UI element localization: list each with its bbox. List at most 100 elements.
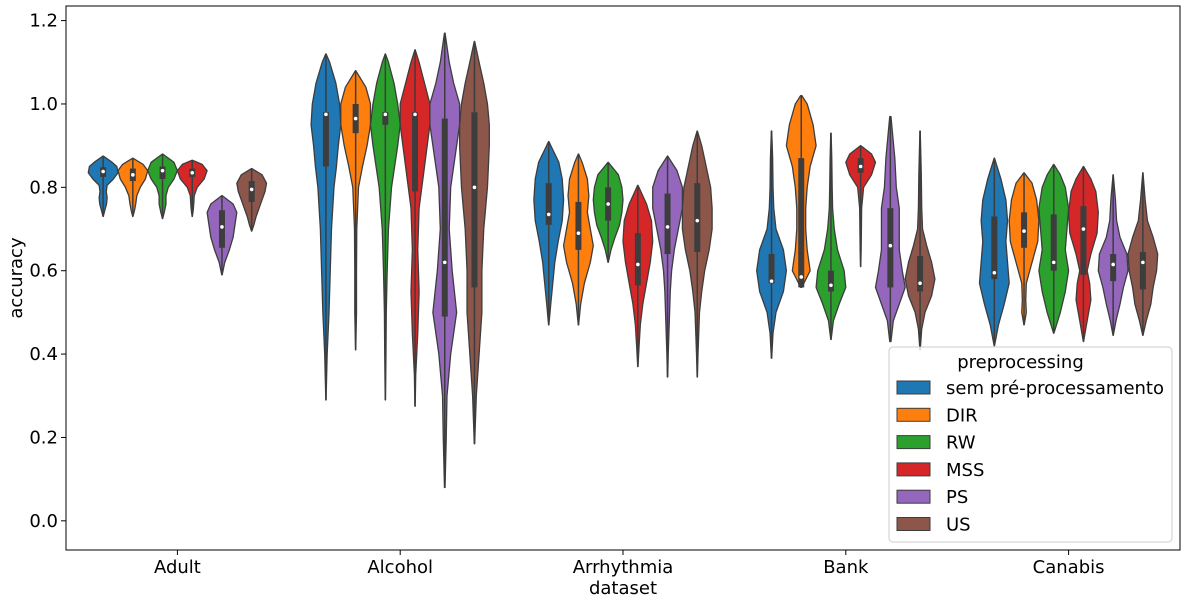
violin-canabis-3 [1067, 165, 1099, 343]
legend-entry-label: MSS [946, 460, 984, 481]
violin-median [1141, 260, 1145, 265]
legend-swatch [896, 517, 931, 531]
x-axis-label: dataset [589, 578, 657, 599]
violin-iqr-box [412, 112, 419, 192]
legend-entry-label: US [946, 515, 971, 536]
violin-bank-0 [756, 130, 788, 359]
violin-bank-5 [904, 130, 936, 351]
violin-median [992, 270, 997, 275]
violin-iqr-box [545, 183, 552, 225]
violin-alcohol-1 [340, 69, 372, 351]
violin-iqr-box [887, 208, 894, 288]
violin-median [383, 112, 388, 117]
violin-median [769, 279, 774, 283]
violin-iqr-box [1080, 206, 1087, 275]
y-tick-label: 1.0 [29, 94, 58, 115]
violin-iqr-box [159, 166, 166, 179]
violin-median [576, 231, 581, 235]
violin-canabis-0 [978, 157, 1010, 347]
legend-swatch [896, 407, 931, 422]
violin-adult-2 [147, 153, 179, 220]
violin-alcohol-2 [369, 53, 401, 401]
violin-canabis-4 [1097, 174, 1129, 336]
violin-median [918, 281, 922, 286]
violin-arrhythmia-1 [562, 153, 594, 326]
violin-median [1051, 260, 1056, 265]
violin-iqr-box [382, 112, 389, 125]
legend-entry-label: PS [946, 487, 968, 508]
violin-adult-4 [206, 195, 238, 276]
violin-layer [87, 32, 1159, 489]
legend-title: preprocessing [957, 352, 1084, 373]
violin-median [160, 168, 165, 173]
legend-frame [888, 346, 1173, 543]
violin-alcohol-3 [399, 49, 431, 407]
legend-entry-label: DIR [946, 405, 978, 426]
violin-median [695, 218, 700, 223]
violin-bank-4 [874, 115, 906, 343]
violin-arrhythmia-0 [533, 140, 565, 326]
violin-canabis-1 [1008, 172, 1040, 326]
violin-median [799, 275, 804, 279]
violin-adult-3 [176, 159, 208, 218]
violin-arrhythmia-3 [622, 184, 654, 368]
violin-median [190, 170, 195, 175]
violin-arrhythmia-2 [592, 161, 624, 264]
violin-median [665, 225, 670, 229]
axes-layer: 0.0 0.2 0.4 0.6 0.8 1.0 1.2 Adult Alcohol Arrhyth… [6, 5, 1181, 599]
y-tick-label: 1.2 [29, 11, 58, 32]
y-axis-label: accuracy [6, 237, 27, 319]
violin-canabis-5 [1127, 172, 1159, 336]
violin-adult-0 [87, 155, 119, 218]
x-tick-label: Bank [823, 557, 869, 578]
y-tick-label: 0.4 [29, 344, 58, 365]
violin-iqr-box [1110, 254, 1117, 282]
violin-median [353, 116, 358, 121]
legend-swatch [896, 462, 931, 477]
violin-median [249, 187, 254, 192]
violin-median [858, 164, 863, 169]
violin-median [1022, 229, 1026, 233]
violin-median [1111, 262, 1115, 267]
violin-iqr-box [694, 183, 701, 252]
violin-bank-1 [785, 94, 817, 289]
violin-iqr-box [917, 256, 924, 292]
violin-median [606, 202, 610, 206]
violin-median [442, 260, 447, 265]
violin-iqr-box [471, 112, 478, 288]
violin-iqr-box [1050, 214, 1057, 271]
violin-iqr-box [634, 233, 641, 286]
violin-canabis-2 [1038, 163, 1070, 334]
violin-bank-2 [815, 132, 847, 341]
violin-iqr-box [322, 112, 329, 167]
violin-median [324, 112, 328, 117]
y-tick-label: 0.6 [29, 261, 58, 282]
violin-median [1081, 227, 1086, 231]
violin-iqr-box [768, 254, 775, 284]
violin-iqr-box [827, 270, 834, 292]
violin-median [101, 169, 105, 174]
violin-alcohol-4 [429, 32, 461, 489]
violin-median [413, 112, 417, 117]
legend-entry-label: sem pré-processamento [946, 378, 1164, 399]
y-tick-label: 0.2 [29, 427, 58, 448]
violin-median [636, 262, 640, 267]
violin-iqr-box [218, 210, 225, 248]
violin-iqr-box [1139, 251, 1146, 290]
legend-entry-label: RW [946, 433, 976, 454]
violin-iqr-box [798, 158, 805, 288]
violin-median [131, 173, 135, 177]
violin-median [888, 243, 893, 248]
legend-swatch [896, 435, 931, 450]
violin-alcohol-5 [458, 40, 490, 445]
violin-iqr-box [441, 118, 448, 317]
violin-arrhythmia-5 [681, 130, 713, 378]
violin-median [220, 225, 224, 229]
x-tick-label: Arrhythmia [573, 557, 674, 578]
violin-adult-5 [236, 167, 268, 232]
violin-median [472, 185, 477, 190]
y-tick-label: 0.0 [29, 511, 58, 532]
violin-iqr-box [664, 193, 671, 255]
violin-arrhythmia-4 [652, 155, 684, 378]
